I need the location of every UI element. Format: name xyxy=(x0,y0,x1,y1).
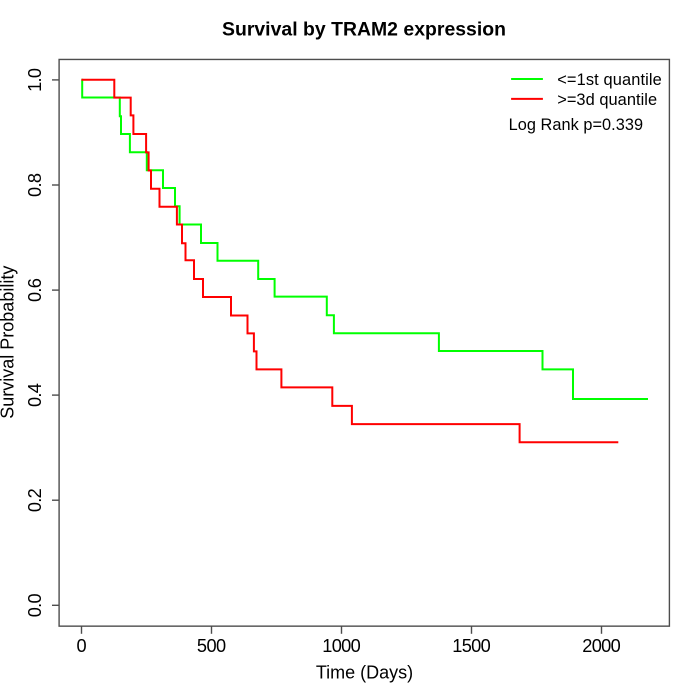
svg-text:0.6: 0.6 xyxy=(25,278,45,302)
svg-text:Time (Days): Time (Days) xyxy=(316,663,413,683)
svg-text:0.0: 0.0 xyxy=(25,593,45,617)
svg-text:<=1st quantile: <=1st quantile xyxy=(557,71,662,89)
svg-text:1500: 1500 xyxy=(452,636,491,656)
svg-text:1000: 1000 xyxy=(322,636,361,656)
svg-text:>=3d quantile: >=3d quantile xyxy=(557,91,657,109)
svg-text:2000: 2000 xyxy=(582,636,621,656)
svg-text:500: 500 xyxy=(197,636,226,656)
svg-text:Survival Probability: Survival Probability xyxy=(0,266,18,419)
svg-text:0.2: 0.2 xyxy=(25,488,45,512)
svg-text:0: 0 xyxy=(76,636,86,656)
svg-text:1.0: 1.0 xyxy=(25,68,45,92)
svg-text:Log Rank p=0.339: Log Rank p=0.339 xyxy=(509,116,643,134)
svg-text:Survival by TRAM2 expression: Survival by TRAM2 expression xyxy=(222,19,506,41)
svg-text:0.8: 0.8 xyxy=(25,173,45,197)
svg-text:0.4: 0.4 xyxy=(25,383,45,407)
